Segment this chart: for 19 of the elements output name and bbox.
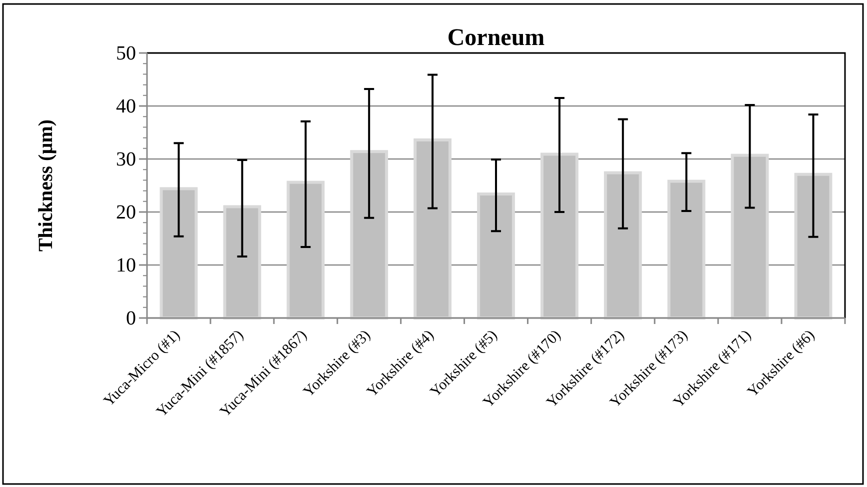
y-tick-label: 0 [126,307,136,330]
y-tick-label: 40 [116,95,136,118]
y-axis-title: Thickness (µm) [35,119,57,252]
bar [667,180,706,320]
y-tick-label: 20 [116,201,136,224]
y-tick-label: 50 [116,42,136,64]
bar [730,154,769,320]
bar [477,192,515,320]
bar [540,152,578,320]
bar [223,205,262,320]
bar [604,171,642,320]
bar [414,138,452,320]
y-tick-label: 10 [116,254,136,276]
bar [794,172,832,320]
chart-title: Corneum [447,25,545,51]
bar [350,150,388,320]
y-tick-label: 30 [116,148,136,170]
bar [286,180,325,320]
bar [160,187,198,320]
